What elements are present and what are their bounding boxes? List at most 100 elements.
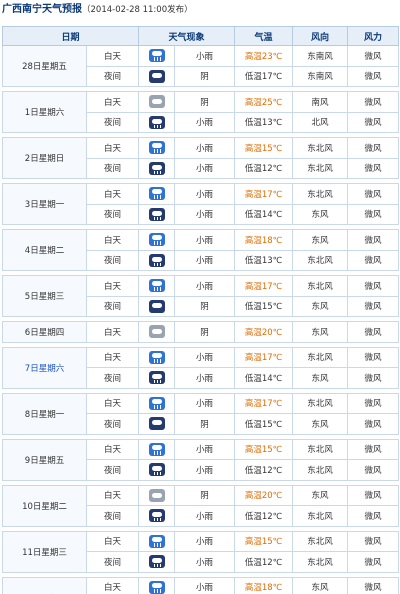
temp-label: 低温 (244, 72, 262, 83)
weather-condition: 小雨 (174, 229, 236, 251)
day-separator (2, 387, 399, 394)
temp-value: 17℃ (261, 281, 283, 292)
temp-value: 25℃ (261, 97, 283, 108)
temp-value: 15℃ (261, 143, 283, 154)
wind-direction: 东风 (292, 321, 349, 343)
separator-cell (2, 132, 399, 138)
temp-value: 17℃ (261, 399, 283, 410)
wind-force: 微风 (347, 551, 400, 573)
period-label: 白天 (85, 183, 140, 205)
day-date: 11日星期三 (2, 530, 87, 573)
weather-condition: 阴 (174, 321, 236, 343)
wind-force: 微风 (347, 367, 400, 389)
forecast-row: 1日星期六 白天阴高温25℃ 南风 微风 (2, 91, 400, 133)
temperature: 低温15℃ (234, 295, 294, 317)
period-label: 白天 (85, 275, 140, 297)
day-date: 10日星期二 (2, 484, 87, 527)
day-separator (2, 132, 399, 138)
day-date: 6日星期四 (2, 321, 87, 343)
night-cloudy-icon (148, 69, 165, 83)
weather-icon-cell (138, 275, 176, 297)
wind-force: 微风 (347, 576, 400, 594)
night-cloudy-icon (148, 417, 165, 431)
wind-force: 微风 (347, 459, 400, 481)
wind-force: 微风 (347, 229, 400, 251)
temp-label: 低温 (244, 557, 262, 568)
forecast-row: 夜间 小雨 低温12℃ 东北风 微风 (3, 157, 400, 179)
forecast-row: 6日星期四 白天阴高温20℃ 东风 微风 (2, 321, 400, 343)
weather-icon-cell (138, 576, 176, 594)
separator-cell (2, 341, 399, 348)
temp-label: 高温 (244, 281, 262, 292)
wind-direction: 东北风 (292, 459, 349, 481)
temperature: 低温12℃ (234, 505, 294, 527)
wind-force: 微风 (347, 45, 400, 67)
wind-direction: 东风 (292, 203, 349, 225)
weather-condition: 阴 (174, 91, 236, 113)
wind-force: 微风 (347, 392, 400, 414)
temperature: 高温15℃ (234, 530, 294, 552)
temp-value: 15℃ (261, 445, 283, 456)
weather-icon-cell (138, 367, 176, 389)
day-separator (2, 270, 399, 276)
weather-condition: 小雨 (174, 459, 236, 481)
wind-force: 微风 (347, 183, 400, 205)
temp-label: 高温 (244, 491, 262, 502)
period-label: 夜间 (85, 65, 140, 87)
wind-direction: 东北风 (292, 438, 349, 460)
night-rain-icon (148, 253, 165, 267)
period-label: 白天 (85, 438, 140, 460)
day-date: 2日星期日 (2, 137, 87, 179)
period-label: 夜间 (85, 157, 140, 179)
temp-value: 12℃ (261, 164, 283, 175)
night-rain-icon (148, 463, 165, 477)
temp-label: 低温 (244, 302, 262, 313)
wind-direction: 南风 (292, 91, 349, 113)
temp-label: 低温 (244, 419, 262, 430)
wind-direction: 东风 (292, 484, 349, 506)
separator-cell (2, 479, 399, 486)
day-date: 7日星期六 (2, 346, 87, 389)
separator-cell (2, 270, 399, 276)
rain-icon (148, 442, 165, 456)
weather-condition: 小雨 (174, 45, 236, 67)
day-date: 28日星期五 (2, 45, 87, 87)
weather-condition: 小雨 (174, 367, 236, 389)
temp-label: 低温 (244, 373, 262, 384)
day-date: 3日星期一 (2, 183, 87, 225)
temp-label: 高温 (244, 327, 262, 338)
weather-condition: 小雨 (174, 346, 236, 368)
weather-condition: 小雨 (174, 551, 236, 573)
temperature: 低温14℃ (234, 203, 294, 225)
weather-condition: 小雨 (174, 157, 236, 179)
wind-direction: 东风 (292, 295, 349, 317)
weather-icon-cell (138, 229, 176, 251)
wind-direction: 东北风 (292, 505, 349, 527)
wind-direction: 北风 (292, 111, 349, 133)
temperature: 低温15℃ (234, 413, 294, 435)
wind-direction: 东北风 (292, 530, 349, 552)
wind-direction: 东风 (292, 367, 349, 389)
wind-force: 微风 (347, 505, 400, 527)
forecast-row: 5日星期三 白天 小雨 高温17℃ 东北风 微风 (2, 275, 400, 317)
weather-icon-cell (138, 111, 176, 133)
day-date: 9日星期五 (2, 438, 87, 481)
temperature: 高温15℃ (234, 137, 294, 159)
separator-cell (2, 224, 399, 230)
wind-force: 微风 (347, 438, 400, 460)
rain-icon (148, 187, 165, 201)
day-separator (2, 525, 399, 532)
separator-cell (2, 571, 399, 578)
temp-label: 低温 (244, 210, 262, 221)
wind-force: 微风 (347, 157, 400, 179)
day-separator (2, 433, 399, 440)
col-header-wind-dir: 风向 (292, 26, 349, 46)
wind-force: 微风 (347, 137, 400, 159)
temperature: 低温14℃ (234, 367, 294, 389)
page-title: 广西南宁天气预报 (2, 4, 82, 15)
separator-cell (2, 316, 399, 322)
night-rain-icon (148, 115, 165, 129)
temp-label: 高温 (244, 51, 262, 62)
temp-value: 15℃ (261, 419, 283, 430)
